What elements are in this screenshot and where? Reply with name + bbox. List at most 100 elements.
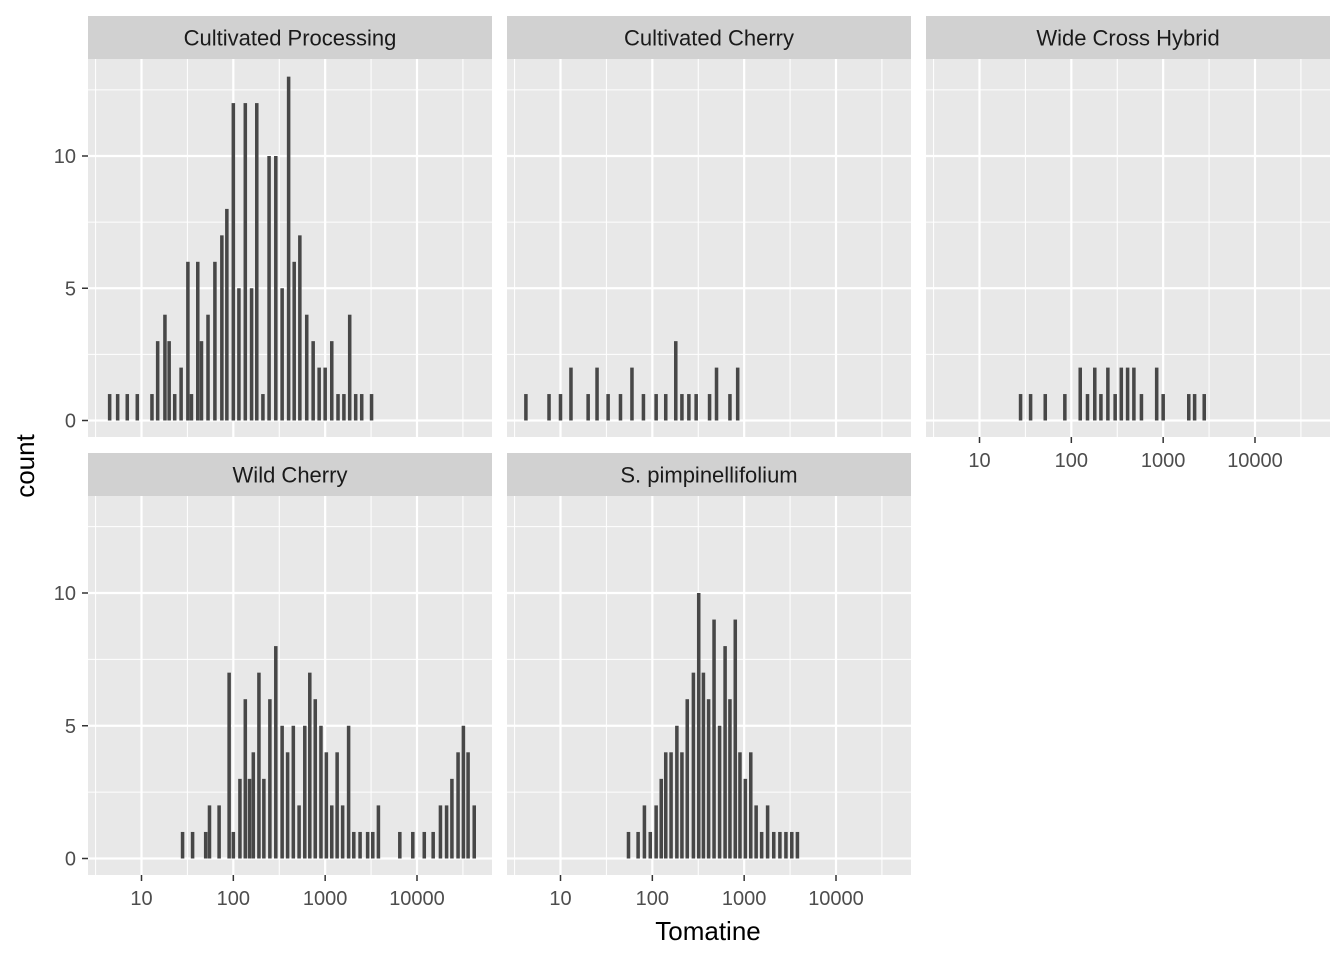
x-axis-title: Tomatine [655,916,761,946]
histogram-bar [225,208,229,421]
y-tick-label: 5 [65,716,76,738]
histogram-bar [347,314,352,421]
histogram-bar [648,831,653,859]
histogram-bar [654,805,658,859]
histogram-bar [438,805,443,859]
histogram-bar [353,394,358,421]
histogram-bar [369,394,374,421]
axes-layer: 0 5 10 10 100 1000 10000 0 5 10 10 100 1000 10000 10 10… [54,146,1283,910]
histogram-bar [675,725,679,859]
histogram-bar [335,752,339,859]
histogram-bar [261,394,265,421]
histogram-bar [291,725,296,859]
histogram-bar [680,394,684,421]
histogram-bar [663,752,668,859]
histogram-bar [274,646,278,859]
x-tick-label: 1000 [722,888,767,910]
facet-strip [88,453,492,496]
facet-strip [507,16,911,59]
facet-panel: Wild Cherry [88,453,492,875]
histogram-bar [189,394,194,421]
facet-strip-label: Cultivated Processing [184,26,397,51]
histogram-bar [274,156,278,421]
histogram-bar [411,831,415,859]
histogram-bar [1078,367,1083,421]
histogram-bar [680,752,684,859]
histogram-bar [685,699,690,859]
histogram-bar [1192,394,1197,421]
x-tick-label: 10 [130,888,152,910]
histogram-bar [330,805,334,859]
histogram-bar [262,778,266,859]
histogram-bar [257,672,261,859]
x-tick-label: 100 [636,888,669,910]
histogram-bar [125,394,130,421]
histogram-bar [319,725,323,859]
histogram-bar [1018,394,1023,421]
histogram-bar [286,76,291,421]
x-tick-label: 10000 [808,888,864,910]
histogram-bar [155,341,160,421]
histogram-bar [431,831,435,859]
histogram-bar [1132,367,1136,421]
histogram-bar [1125,367,1130,421]
histogram-bar [217,805,221,859]
histogram-bar [606,394,610,421]
histogram-bar [618,394,623,421]
facet-panel: Cultivated Cherry [507,16,911,437]
histogram-bar [735,367,740,421]
y-tick-label: 0 [65,411,76,433]
histogram-bar [1119,367,1124,421]
x-tick-label: 10 [968,450,990,472]
histogram-bar [450,778,454,859]
histogram-bar [659,778,664,859]
histogram-bar [340,805,345,859]
histogram-bar [237,288,241,421]
histogram-bar [1113,394,1117,421]
histogram-bar [190,831,195,859]
histogram-bar [422,831,427,859]
histogram-bar [1202,394,1206,421]
histogram-bar [180,831,185,859]
histogram-bar [558,394,563,421]
histogram-bar [313,699,318,859]
histogram-bar [1154,367,1159,421]
histogram-bar [107,394,112,421]
histogram-bar [663,394,668,421]
y-tick-label: 5 [65,278,76,300]
histogram-bar [330,341,334,421]
histogram-bar [674,341,678,421]
facet-panel: Cultivated Processing [88,16,492,437]
histogram-bar [728,699,732,859]
panels-layer: Cultivated Processing Cultivated Cherry Wi… [88,16,1330,875]
histogram-bar [694,394,698,421]
histogram-bar [292,261,296,421]
histogram-bar [728,394,732,421]
histogram-bar [749,752,753,859]
histogram-bar [771,831,776,859]
histogram-bar [323,367,327,421]
histogram-bar [1093,367,1097,421]
histogram-bar [472,805,477,859]
histogram-bar [712,619,716,859]
histogram-bar [359,394,364,421]
histogram-bar [642,805,647,859]
facet-panel: S. pimpinellifolium [507,453,911,875]
histogram-bar [630,367,634,421]
histogram-bar [701,672,706,859]
y-tick-label: 10 [54,146,76,168]
histogram-bar [203,831,208,859]
histogram-bar [765,805,770,859]
histogram-bar [186,261,190,421]
histogram-bar [311,341,315,421]
histogram-bar [324,752,329,859]
histogram-bar [733,619,738,859]
histogram-bar [1063,394,1067,421]
histogram-bar [317,367,321,421]
facet-strip-label: Cultivated Cherry [624,26,794,51]
histogram-bar [687,394,691,421]
histogram-bar [723,646,727,859]
histogram-bar [238,778,242,859]
histogram-bar [297,805,301,859]
histogram-bar [524,394,528,421]
